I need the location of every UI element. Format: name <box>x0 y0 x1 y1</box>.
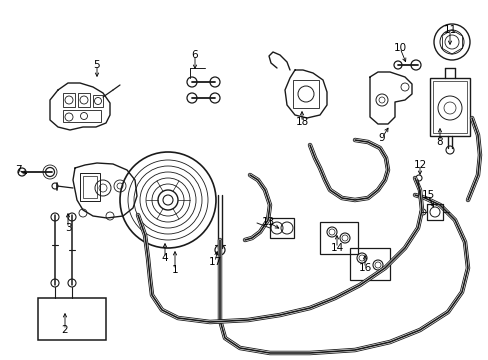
Text: 5: 5 <box>94 60 100 70</box>
Bar <box>432 81 466 133</box>
Text: 10: 10 <box>393 43 406 53</box>
Text: 8: 8 <box>436 137 443 147</box>
Bar <box>80 173 100 201</box>
Text: 6: 6 <box>191 50 198 60</box>
Bar <box>429 78 469 136</box>
Text: 7: 7 <box>15 165 21 175</box>
Bar <box>292 80 318 108</box>
Text: 14: 14 <box>330 243 343 253</box>
Bar <box>38 298 106 340</box>
Text: 18: 18 <box>295 117 308 127</box>
Bar <box>269 218 293 238</box>
Text: 3: 3 <box>64 223 71 233</box>
Text: 2: 2 <box>61 325 68 335</box>
Bar <box>83 176 97 198</box>
Text: 15: 15 <box>421 190 434 200</box>
Text: 4: 4 <box>162 253 168 263</box>
Bar <box>349 248 389 280</box>
Text: 12: 12 <box>412 160 426 170</box>
Text: 17: 17 <box>208 257 221 267</box>
Bar <box>63 110 101 122</box>
Text: 1: 1 <box>171 265 178 275</box>
Bar <box>78 93 90 107</box>
Text: 13: 13 <box>261 217 274 227</box>
Bar <box>93 95 103 107</box>
Bar <box>63 93 75 107</box>
Text: 9: 9 <box>378 133 385 143</box>
Text: 16: 16 <box>358 263 371 273</box>
Text: 11: 11 <box>443 25 456 35</box>
Bar <box>319 222 357 254</box>
